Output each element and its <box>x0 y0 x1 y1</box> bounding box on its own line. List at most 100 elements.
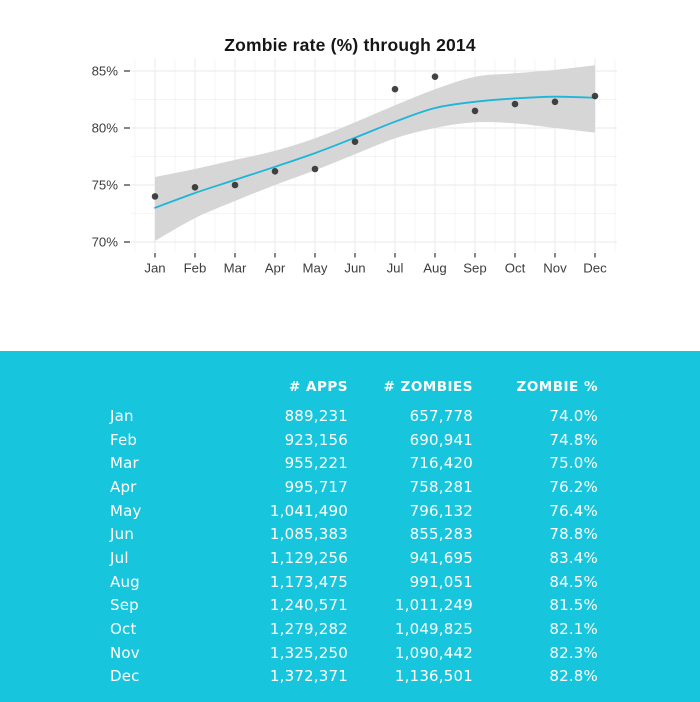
month-cell: Jul <box>110 548 129 567</box>
table-row: Sep 1,240,571 1,011,249 81.5% <box>0 594 700 618</box>
data-point <box>591 92 599 100</box>
data-point <box>151 193 159 200</box>
table-row: Jun 1,085,383 855,283 78.8% <box>0 522 700 546</box>
zombie-pct-cell: 76.2% <box>549 477 598 496</box>
zombie-pct-cell: 81.5% <box>549 596 598 615</box>
y-axis-label: 75% <box>92 178 119 193</box>
month-cell: Aug <box>110 572 140 591</box>
x-axis-label: Jul <box>387 261 404 276</box>
table-row: Apr 995,717 758,281 76.2% <box>0 475 700 499</box>
table-body: Jan 889,231 657,778 74.0% Feb 923,156 690,941 7… <box>0 404 700 688</box>
table-header-zombies: # ZOMBIES <box>383 379 473 395</box>
month-cell: Mar <box>110 454 139 473</box>
data-point <box>311 165 319 173</box>
apps-cell: 1,041,490 <box>269 501 348 520</box>
trend-line <box>154 95 596 209</box>
zombie-pct-cell: 74.0% <box>549 406 598 425</box>
apps-cell: 1,240,571 <box>269 596 348 615</box>
x-axis-label: Dec <box>583 261 607 276</box>
zombie-pct-cell: 75.0% <box>549 454 598 473</box>
confidence-band <box>155 65 595 241</box>
apps-cell: 1,372,371 <box>269 667 348 686</box>
data-point <box>271 168 279 175</box>
zombies-cell: 1,136,501 <box>394 667 473 686</box>
data-point <box>231 181 239 189</box>
apps-cell: 923,156 <box>284 430 348 449</box>
zombies-cell: 1,011,249 <box>394 596 473 615</box>
x-axis-label: May <box>303 261 328 276</box>
x-axis-label: Sep <box>463 261 486 276</box>
apps-cell: 955,221 <box>284 454 348 473</box>
y-axis-label: 85% <box>92 64 119 79</box>
table-row: Nov 1,325,250 1,090,442 82.3% <box>0 641 700 665</box>
y-axis-label: 70% <box>92 235 119 250</box>
apps-cell: 1,129,256 <box>269 548 348 567</box>
month-cell: Sep <box>110 596 139 615</box>
data-point <box>511 100 519 108</box>
x-axis-label: Mar <box>224 261 247 276</box>
chart-plot-area: Jan Feb Mar Apr May Jun Jul Aug Sep Oct Nov Dec 70% 7… <box>92 59 617 276</box>
zombies-cell: 941,695 <box>409 548 473 567</box>
month-cell: Jan <box>110 406 134 425</box>
table-header-apps: # APPS <box>289 379 348 395</box>
table-header-pct: ZOMBIE % <box>516 379 598 395</box>
table-row: Jul 1,129,256 941,695 83.4% <box>0 546 700 570</box>
table-row: Mar 955,221 716,420 75.0% <box>0 451 700 475</box>
zombies-cell: 855,283 <box>409 525 473 544</box>
table-row: May 1,041,490 796,132 76.4% <box>0 499 700 523</box>
zombie-pct-cell: 78.8% <box>549 525 598 544</box>
data-point <box>431 73 439 80</box>
x-axis-label: Apr <box>265 261 286 276</box>
apps-cell: 1,325,250 <box>269 643 348 662</box>
x-axis-label: Oct <box>505 261 526 276</box>
table-row: Oct 1,279,282 1,049,825 82.1% <box>0 617 700 641</box>
table-row: Feb 923,156 690,941 74.8% <box>0 428 700 452</box>
month-cell: Dec <box>110 667 140 686</box>
zombie-pct-cell: 82.1% <box>549 620 598 639</box>
apps-cell: 889,231 <box>284 406 348 425</box>
data-point <box>551 98 559 106</box>
month-cell: May <box>110 501 142 520</box>
table-row: Aug 1,173,475 991,051 84.5% <box>0 570 700 594</box>
monthly-data-table: # APPS # ZOMBIES ZOMBIE % Jan 889,231 657,… <box>0 351 700 702</box>
apps-cell: 995,717 <box>284 477 348 496</box>
zombies-cell: 1,049,825 <box>394 620 473 639</box>
data-point <box>351 138 359 145</box>
y-axis-label: 80% <box>92 121 119 136</box>
zombies-cell: 991,051 <box>409 572 473 591</box>
table-row: Dec 1,372,371 1,136,501 82.8% <box>0 665 700 689</box>
table-header-row: # APPS # ZOMBIES ZOMBIE % <box>0 375 700 399</box>
data-point <box>191 184 199 191</box>
zombies-cell: 690,941 <box>409 430 473 449</box>
zombies-cell: 1,090,442 <box>394 643 473 662</box>
zombie-pct-cell: 82.8% <box>549 667 598 686</box>
x-axis-label: Jan <box>144 261 165 276</box>
month-cell: Jun <box>110 525 135 544</box>
apps-cell: 1,173,475 <box>269 572 348 591</box>
month-cell: Nov <box>110 643 140 662</box>
zombie-pct-cell: 76.4% <box>549 501 598 520</box>
table-row: Jan 889,231 657,778 74.0% <box>0 404 700 428</box>
zombies-cell: 657,778 <box>409 406 473 425</box>
zombie-pct-cell: 74.8% <box>549 430 598 449</box>
x-axis-label: Aug <box>423 261 446 276</box>
data-point <box>471 107 479 115</box>
zombies-cell: 716,420 <box>409 454 473 473</box>
apps-cell: 1,279,282 <box>269 620 348 639</box>
zombie-pct-cell: 84.5% <box>549 572 598 591</box>
zombie-pct-cell: 83.4% <box>549 548 598 567</box>
data-point <box>391 85 399 93</box>
chart-title: Zombie rate (%) through 2014 <box>224 35 476 55</box>
x-axis-label: Jun <box>344 261 365 276</box>
month-cell: Apr <box>110 477 137 496</box>
zombies-cell: 796,132 <box>409 501 473 520</box>
zombie-pct-cell: 82.3% <box>549 643 598 662</box>
x-axis-label: Feb <box>184 261 207 276</box>
month-cell: Oct <box>110 620 137 639</box>
month-cell: Feb <box>110 430 138 449</box>
zombie-rate-chart: Jan Feb Mar Apr May Jun Jul Aug Sep Oct Nov Dec 70% 7… <box>91 35 617 276</box>
x-axis-label: Nov <box>543 261 567 276</box>
apps-cell: 1,085,383 <box>269 525 348 544</box>
zombies-cell: 758,281 <box>409 477 473 496</box>
